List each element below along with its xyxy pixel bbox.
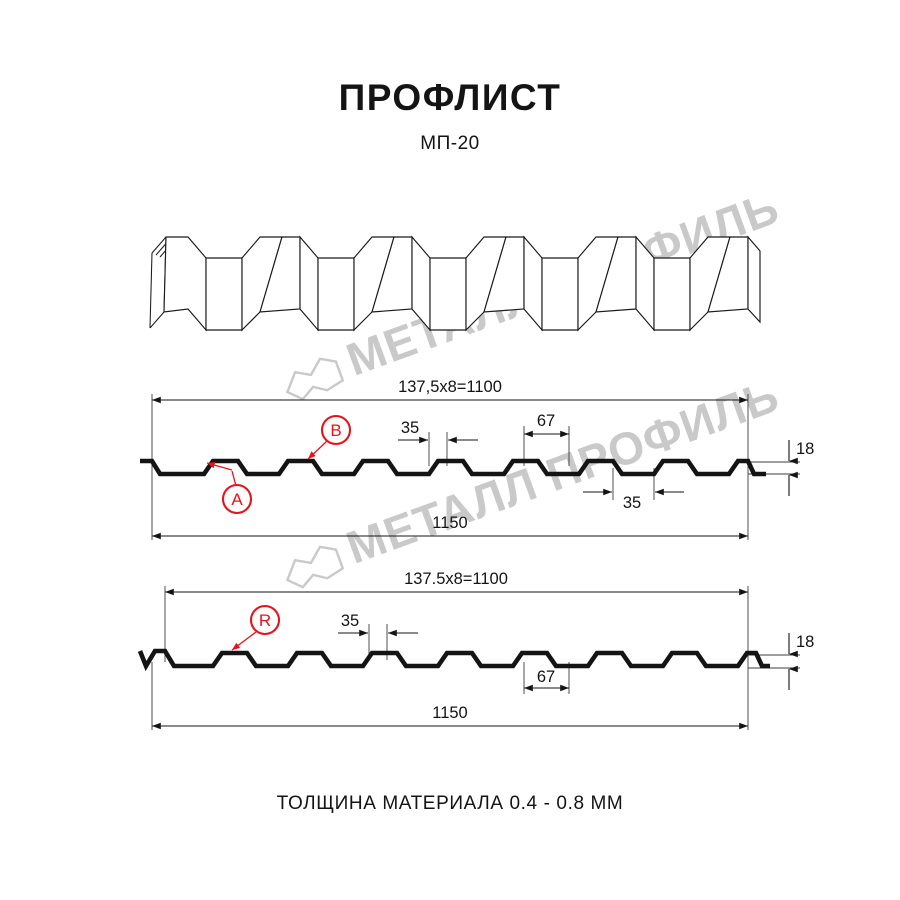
- dim-pitch-a: 137,5x8=1100: [152, 378, 748, 404]
- dim-rib-pitch-r: 67: [524, 668, 569, 692]
- dim-rib-top-a: 35: [398, 419, 478, 444]
- section-a-witness-lines: [151, 394, 800, 540]
- balloon-a: A: [206, 461, 253, 515]
- drawing-footer: ТОЛЩИНА МАТЕРИАЛА 0.4 - 0.8 ММ: [0, 793, 900, 815]
- dim-rib-pitch-a-label: 67: [537, 412, 555, 430]
- watermark-instance-upper: МЕТАЛЛ ПРОФИЛЬ: [285, 181, 786, 401]
- dim-height-a: 18: [788, 440, 814, 496]
- dim-width-a: 1150: [152, 514, 748, 540]
- dim-pitch-r: 137.5x8=1100: [165, 570, 748, 596]
- watermark-label-lower: МЕТАЛЛ ПРОФИЛЬ: [340, 369, 786, 574]
- dim-rib-top-r: 35: [338, 612, 418, 637]
- page-title: ПРОФЛИСТ: [338, 77, 562, 118]
- cross-section-side-r: 137.5x8=1100 1150 18 35 67: [137, 570, 814, 730]
- balloon-a-label: A: [231, 490, 243, 509]
- drawing-header: ПРОФЛИСТ МП-20: [0, 77, 900, 155]
- dim-valley-a: 35: [583, 488, 684, 512]
- dim-rib-pitch-r-label: 67: [537, 668, 555, 686]
- profiled-sheet-isometric: [149, 235, 761, 332]
- dim-width-r-label: 1150: [432, 704, 467, 722]
- section-r-profile-path: [137, 648, 770, 672]
- watermark-instance-lower: МЕТАЛЛ ПРОФИЛЬ: [285, 369, 786, 589]
- dim-pitch-r-label: 137.5x8=1100: [404, 570, 508, 588]
- dim-rib-top-a-label: 35: [401, 419, 419, 437]
- dim-height-r: 18: [788, 633, 814, 690]
- watermark-logo-icon: [285, 545, 345, 589]
- balloon-b: B: [307, 414, 352, 460]
- isometric-left-edge: [149, 236, 175, 329]
- dim-valley-a-label: 35: [623, 494, 641, 512]
- cross-section-side-a: 137,5x8=1100 1150 18 35 67: [140, 378, 814, 540]
- dim-width-a-label: 1150: [432, 514, 467, 532]
- dim-height-a-label: 18: [796, 440, 814, 458]
- dim-rib-top-r-label: 35: [341, 612, 359, 630]
- dim-height-r-label: 18: [796, 633, 814, 651]
- page-subtitle: МП-20: [420, 132, 480, 154]
- balloon-r: R: [231, 604, 281, 651]
- balloon-r-label: R: [259, 611, 271, 630]
- dim-rib-pitch-a: 67: [524, 412, 569, 438]
- section-a-profile-path: [140, 458, 766, 477]
- dim-width-r: 1150: [152, 704, 748, 730]
- isometric-corrugations: [163, 235, 761, 332]
- material-thickness-note: ТОЛЩИНА МАТЕРИАЛА 0.4 - 0.8 ММ: [276, 793, 624, 814]
- watermark-logo-icon: [285, 357, 345, 401]
- dim-pitch-a-label: 137,5x8=1100: [398, 378, 502, 396]
- section-r-witness-lines: [151, 586, 800, 730]
- balloon-b-label: B: [330, 421, 341, 440]
- watermark-label-upper: МЕТАЛЛ ПРОФИЛЬ: [340, 181, 786, 386]
